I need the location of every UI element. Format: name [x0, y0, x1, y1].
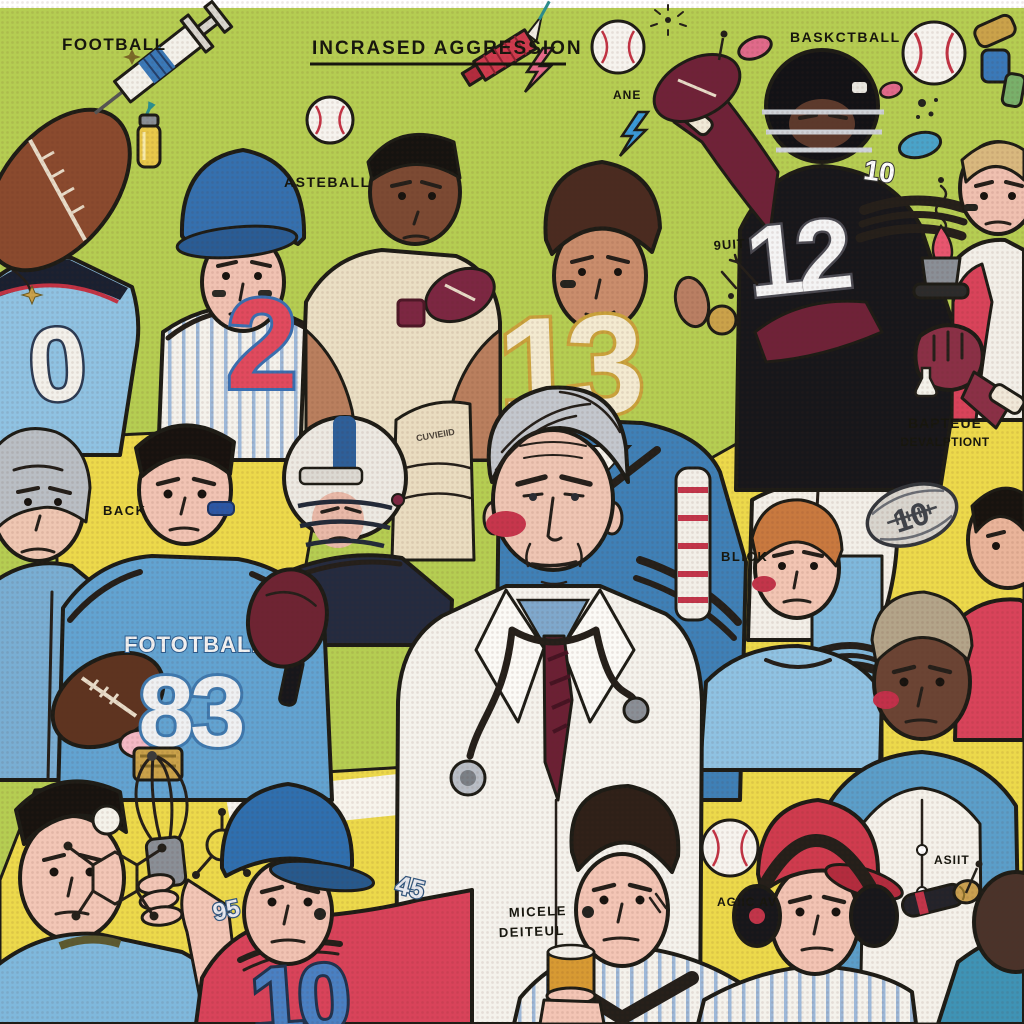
figure-player-two: 2: [156, 148, 334, 462]
baseball-icon: [590, 19, 646, 75]
raised-fist-icon: [913, 323, 1024, 430]
label-blick: BLICK: [721, 549, 768, 564]
striped-sleeve: [674, 466, 712, 622]
eye-black-mark: [560, 280, 576, 288]
svg-text:DEITEUL: DEITEUL: [499, 923, 566, 940]
label-suit: 9UIT: [713, 236, 746, 253]
label-agiic: AGIIC AV: [717, 895, 777, 909]
jersey-number-0: 0: [25, 305, 91, 425]
needle-doodle: [964, 860, 983, 894]
label-back: BACK: [103, 503, 147, 518]
jersey-number-2: 2: [226, 273, 297, 416]
paddle-icon: [245, 567, 329, 707]
figure-drinking-player: [512, 784, 762, 1024]
jersey-number-10-sleeve: 10: [862, 154, 897, 189]
figure-cream-shirt: CUVIEIID: [390, 400, 476, 562]
figure-headphones-player: [696, 798, 918, 1024]
baseball-icon: [305, 95, 355, 145]
jersey-number-95: 95: [211, 895, 243, 927]
eye-black-mark: [314, 908, 326, 920]
ink-splatter-icon: [916, 98, 938, 119]
baseball-icon: [700, 818, 760, 878]
jersey-number-12: 12: [741, 197, 854, 319]
burner-flame-icon: [912, 223, 970, 300]
eye-black-mark: [964, 204, 978, 211]
molecule-icon: [63, 841, 167, 921]
svg-text:INCRASED AGGRESSION: INCRASED AGGRESSION: [312, 38, 583, 59]
top-border: [0, 0, 1024, 8]
jersey-word-football: FOTOTBALL: [124, 632, 266, 657]
blue-lightning-icon: [618, 110, 651, 157]
svg-text:BAPTEUE: BAPTEUE: [908, 415, 982, 431]
pill-icon: [879, 81, 903, 99]
label-bapteue: BAPTEUE DEVALPTIONT: [900, 415, 989, 449]
label-asiit: ASIIT: [934, 853, 970, 867]
trophy-icon: [132, 746, 184, 782]
pill-icon: [737, 35, 773, 61]
jersey-number-10-red: 10: [247, 944, 350, 1024]
headphones-band: [756, 834, 877, 895]
sparkle-icon: [123, 49, 141, 65]
blue-eye-black: [207, 501, 235, 516]
label-asteball: ASTEBALL: [284, 174, 371, 190]
capsule-icon: [897, 130, 943, 160]
eye-black-mark: [212, 290, 226, 297]
dart-doodle: [720, 253, 759, 299]
star-pendant-icon: [20, 284, 44, 306]
figure-whisk-player: [0, 751, 244, 1024]
syringe-icon: [93, 0, 234, 115]
flask-icon: [914, 366, 938, 398]
cigar-icon: [901, 879, 982, 918]
squiggle-doodle: [934, 177, 948, 236]
red-cheek-mark: [873, 691, 899, 709]
syringe-gold-icon: [973, 13, 1024, 109]
pin-icon: [717, 30, 728, 61]
svg-text:MICELE: MICELE: [509, 903, 568, 920]
label-micele: MICELE DEITEUL: [499, 903, 568, 940]
label-basketball: BASKCTBALL: [790, 29, 901, 45]
eye-black-mark: [582, 906, 594, 918]
vial-icon: [136, 113, 162, 169]
label-ane: ANE: [613, 88, 641, 102]
liquor-glass-icon: [538, 943, 606, 1024]
american-football-icon: [0, 107, 132, 273]
stethoscope-icon: [466, 626, 638, 760]
headphones-earcup: [849, 884, 899, 948]
pink-lightning-icon: [523, 46, 556, 93]
baseball-icon: [901, 20, 967, 86]
white-ball-icon: [91, 804, 123, 836]
svg-text:DEVALPTIONT: DEVALPTIONT: [900, 435, 989, 449]
sketch-football-icon: [865, 482, 959, 548]
red-cheek-mark: [486, 511, 526, 537]
label-football: FOOTBALL: [62, 35, 167, 54]
eye-black-mark: [258, 290, 272, 297]
red-cheek-mark: [752, 576, 776, 592]
american-football-icon: [424, 266, 496, 324]
figure-corner-player: [936, 870, 1024, 1024]
firework-icon: [650, 4, 687, 36]
label-aggression-title: INCRASED AGGRESSION: [310, 38, 583, 66]
